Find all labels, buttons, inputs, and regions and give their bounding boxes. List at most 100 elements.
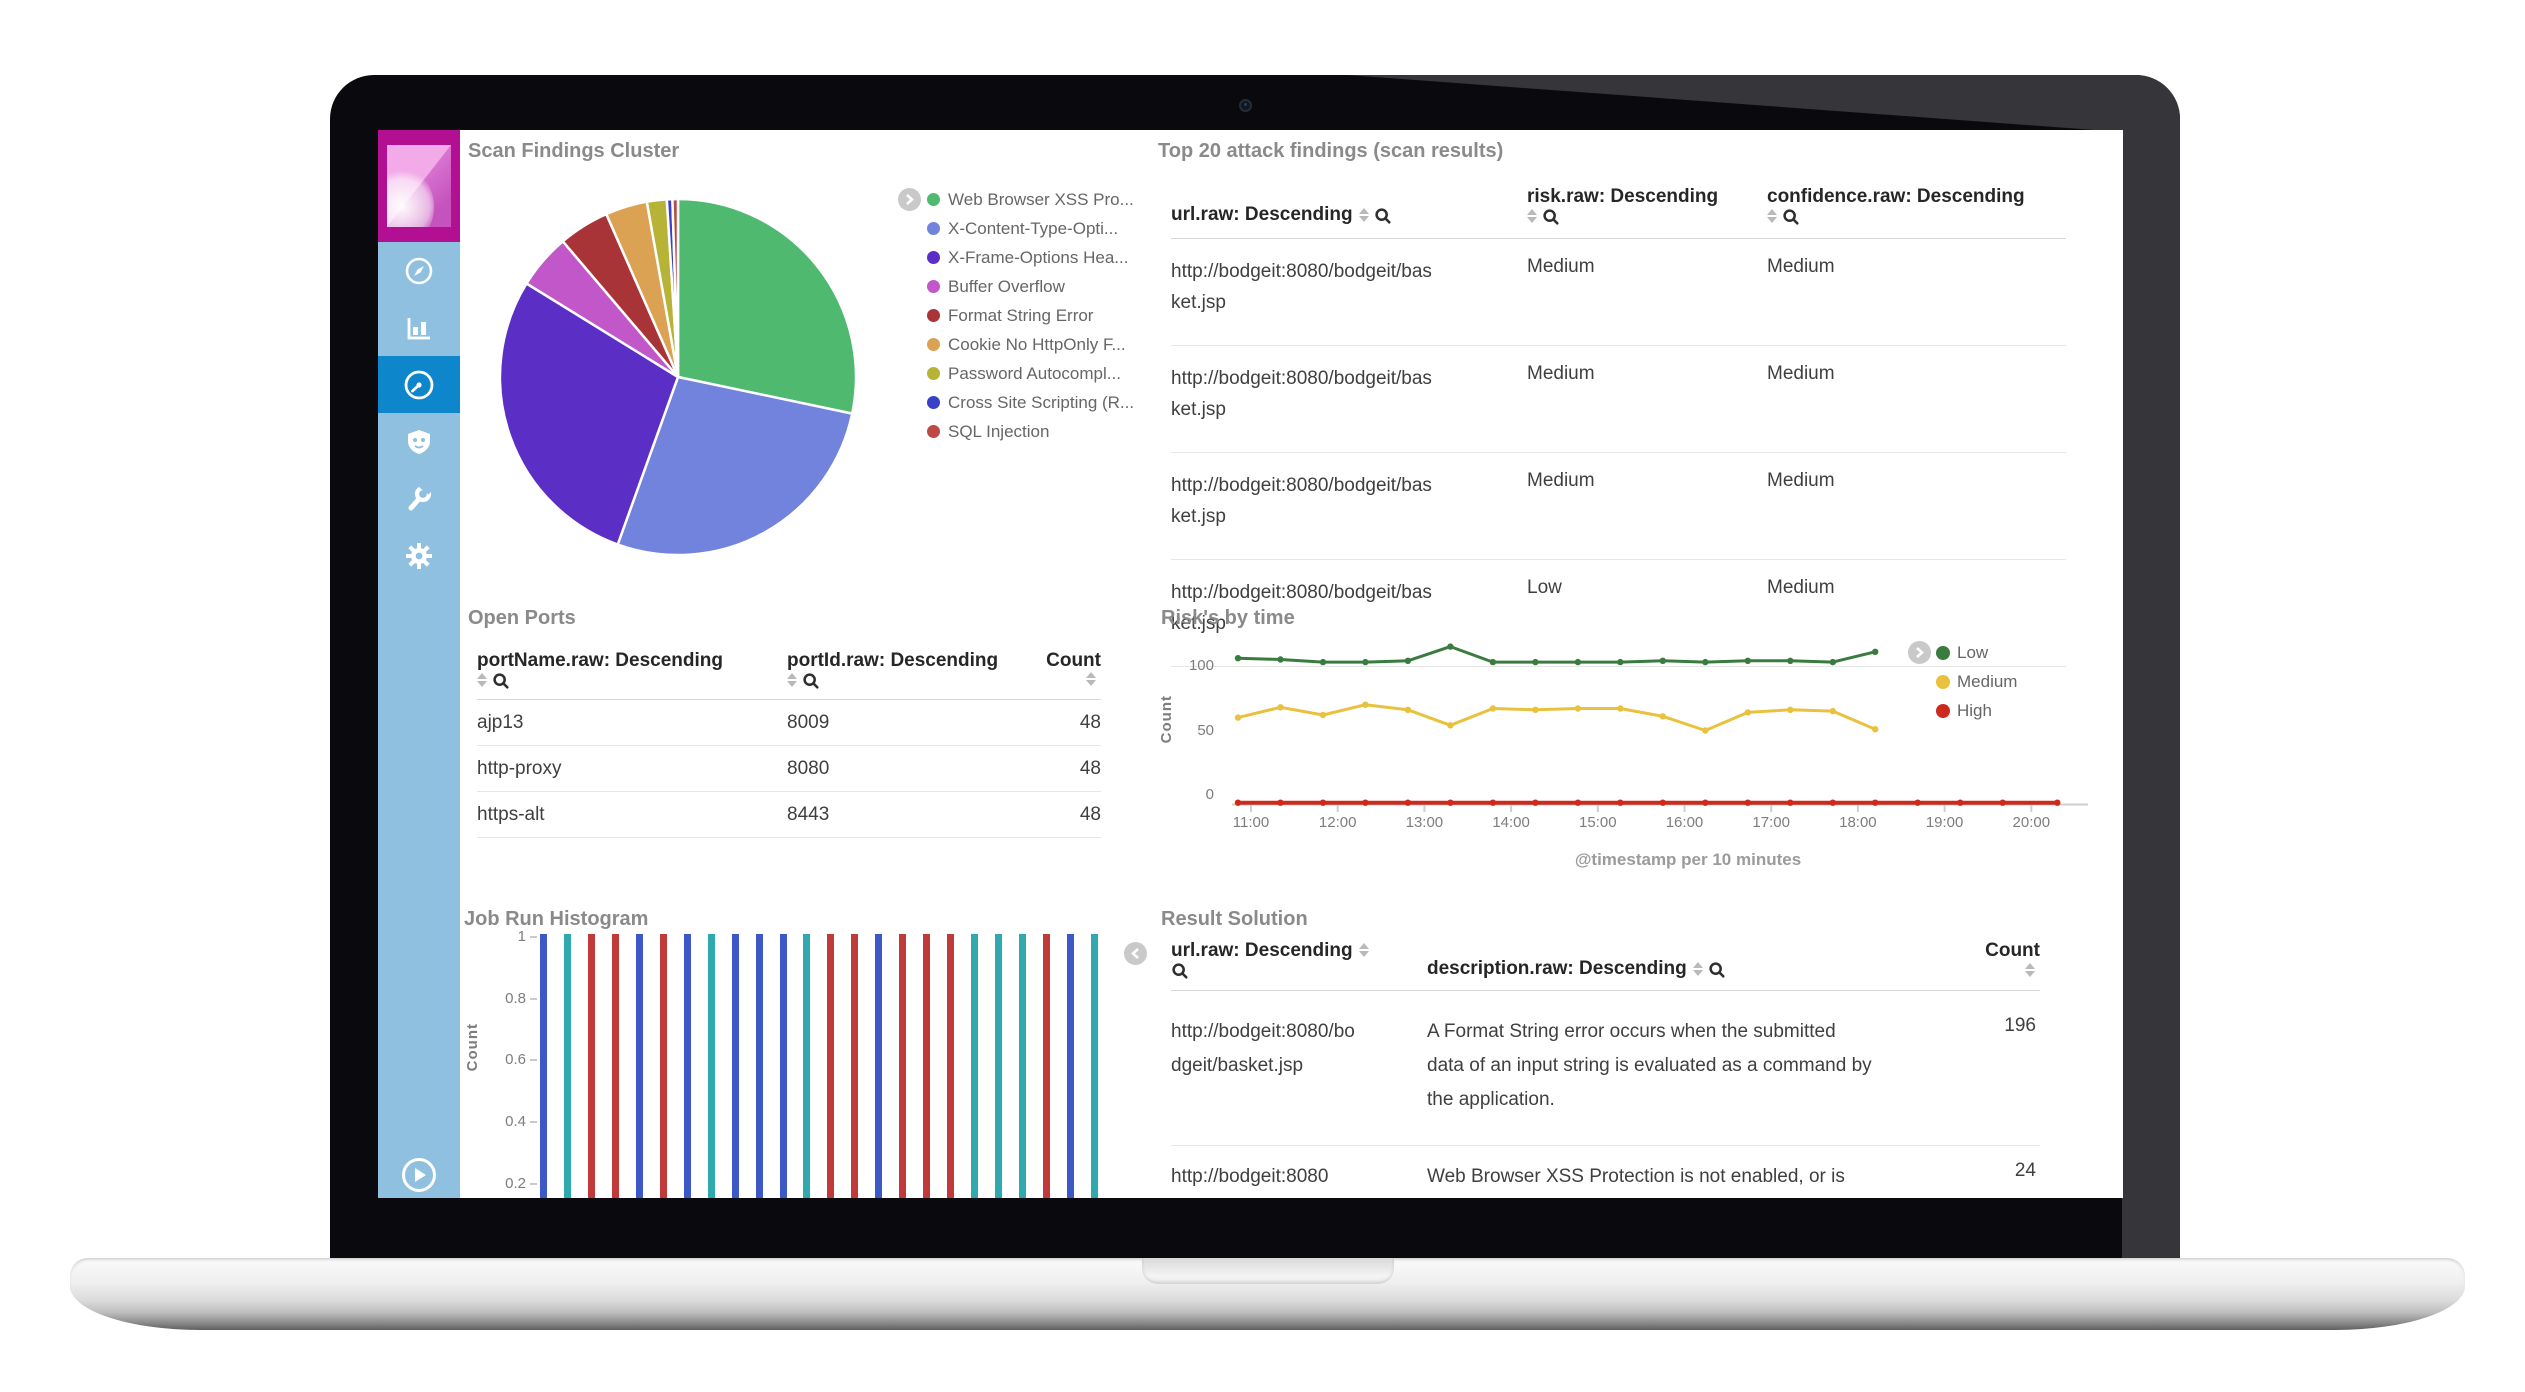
histogram-bar[interactable] — [540, 934, 547, 1198]
legend-toggle-chevron-icon[interactable] — [898, 188, 921, 211]
sidebar-item-settings[interactable] — [378, 527, 460, 584]
histogram-bar[interactable] — [1066, 934, 1074, 1198]
histogram-bar[interactable] — [635, 934, 643, 1198]
sort-icon[interactable] — [1086, 672, 1096, 687]
scan-findings-pie-chart[interactable] — [496, 195, 860, 559]
legend-item[interactable]: X-Frame-Options Hea... — [927, 243, 1134, 272]
bar-chart-icon — [407, 317, 430, 339]
column-header-count[interactable]: Count — [1009, 650, 1101, 690]
legend-dot — [927, 396, 940, 409]
pie-legend: Web Browser XSS Pro... X-Content-Type-Op… — [927, 185, 1134, 446]
sort-icon[interactable] — [787, 672, 797, 687]
histogram-bar[interactable] — [851, 934, 859, 1198]
magnifier-icon[interactable] — [802, 672, 820, 690]
kibana-logo[interactable] — [378, 130, 460, 242]
sidebar-item-tools[interactable] — [378, 470, 460, 527]
legend-item[interactable]: Cookie No HttpOnly F... — [927, 330, 1134, 359]
x-axis-tick: 15:00 — [1579, 814, 1617, 831]
histogram-bar[interactable] — [995, 934, 1003, 1198]
magnifier-icon[interactable] — [1171, 962, 1189, 980]
histogram-bar[interactable] — [755, 934, 763, 1198]
histogram-bar[interactable] — [875, 934, 883, 1198]
x-axis-tick: 13:00 — [1405, 814, 1444, 831]
histogram-bar[interactable] — [899, 934, 907, 1198]
sidebar-expand-button[interactable] — [402, 1158, 436, 1192]
magnifier-icon[interactable] — [492, 672, 510, 690]
column-header-risk[interactable]: risk.raw: Descending — [1527, 186, 1767, 226]
histogram-bar[interactable] — [827, 934, 835, 1198]
legend-item[interactable]: Format String Error — [927, 301, 1134, 330]
table-row: http-proxy 8080 48 — [477, 746, 1101, 793]
histogram-bar[interactable] — [1019, 934, 1027, 1198]
legend-dot — [927, 425, 940, 438]
table-row: http://bodgeit:8080/bodgeit/basket.jsp L… — [1171, 560, 2066, 668]
column-header-count[interactable]: Count — [1897, 940, 2040, 980]
job-run-histogram-title: Job Run Histogram — [464, 908, 649, 930]
histogram-bar[interactable] — [1043, 934, 1051, 1198]
x-axis-tick: 14:00 — [1492, 814, 1530, 831]
sort-icon[interactable] — [1527, 208, 1537, 223]
histogram-bar[interactable] — [971, 934, 979, 1198]
y-axis-tick: 50 — [1197, 722, 1214, 739]
table-row: http://bodgeit:8080/bodgeit/basket.jsp A… — [1171, 991, 2040, 1147]
column-header-description[interactable]: description.raw: Descending — [1427, 940, 1897, 980]
legend-item[interactable]: Web Browser XSS Pro... — [927, 185, 1134, 214]
histogram-bar[interactable] — [707, 934, 715, 1198]
sort-icon[interactable] — [1692, 961, 1703, 976]
sort-icon[interactable] — [2025, 962, 2035, 977]
column-header-port-id[interactable]: portId.raw: Descending — [787, 650, 1009, 690]
histogram-bar[interactable] — [923, 934, 931, 1198]
histogram-bar[interactable] — [611, 934, 619, 1198]
histogram-bar[interactable] — [779, 934, 787, 1198]
magnifier-icon[interactable] — [1374, 207, 1392, 225]
histogram-bar[interactable] — [947, 934, 955, 1198]
sidebar-item-discover[interactable] — [378, 242, 460, 299]
legend-toggle-chevron-icon[interactable] — [1908, 641, 1931, 664]
magnifier-icon[interactable] — [1782, 208, 1800, 226]
legend-item[interactable]: Buffer Overflow — [927, 272, 1134, 301]
risks-by-time-title: Risk's by time — [1161, 607, 1295, 629]
table-row: http://bodgeit:8080 Web Browser XSS Prot… — [1171, 1160, 2036, 1188]
sort-icon[interactable] — [1358, 943, 1369, 958]
y-axis-tick: 0.2 — [505, 1175, 526, 1192]
sidebar-item-visualize[interactable] — [378, 299, 460, 356]
histogram-bar[interactable] — [587, 934, 595, 1198]
sort-icon[interactable] — [1767, 208, 1777, 223]
sidebar-item-dashboard[interactable] — [378, 356, 460, 413]
legend-item[interactable]: High — [1936, 696, 2017, 725]
top20-table: url.raw: Descending risk.raw: Descending… — [1171, 186, 2066, 668]
legend-item[interactable]: Cross Site Scripting (R... — [927, 388, 1134, 417]
legend-item[interactable]: SQL Injection — [927, 417, 1134, 446]
legend-item[interactable]: Medium — [1936, 667, 2017, 696]
y-axis-tick: 0.4 — [505, 1113, 526, 1130]
column-header-confidence[interactable]: confidence.raw: Descending — [1767, 186, 2066, 226]
sidebar-item-security-badge[interactable] — [378, 413, 460, 470]
histogram-bar[interactable] — [659, 934, 667, 1198]
x-axis-tick: 17:00 — [1752, 814, 1790, 831]
legend-item[interactable]: Password Autocompl... — [927, 359, 1134, 388]
compass-icon — [405, 257, 433, 284]
column-header-url[interactable]: url.raw: Descending — [1171, 186, 1527, 226]
histogram-bar[interactable] — [683, 934, 691, 1198]
histogram-bars[interactable] — [540, 934, 1098, 1198]
x-axis-tick: 20:00 — [2012, 814, 2051, 831]
sort-icon[interactable] — [477, 672, 487, 687]
magnifier-icon[interactable] — [1542, 208, 1560, 226]
magnifier-icon[interactable] — [1708, 961, 1726, 979]
column-header-url[interactable]: url.raw: Descending — [1171, 940, 1427, 980]
histogram-bar[interactable] — [1090, 934, 1098, 1198]
column-header-port-name[interactable]: portName.raw: Descending — [477, 650, 787, 690]
legend-item[interactable]: Low — [1936, 638, 2017, 667]
laptop-frame: Scan Findings Cluster Web Browser XSS Pr… — [330, 75, 2180, 1258]
y-axis-tick: 0 — [1205, 786, 1214, 803]
histogram-bar[interactable] — [731, 934, 739, 1198]
x-axis-label: @timestamp per 10 minutes — [1574, 850, 1802, 869]
sort-icon[interactable] — [1358, 207, 1369, 222]
legend-item[interactable]: X-Content-Type-Opti... — [927, 214, 1134, 243]
panel-collapse-chevron-icon[interactable] — [1124, 942, 1147, 965]
badge-icon — [408, 429, 430, 454]
x-axis-tick: 18:00 — [1839, 814, 1877, 831]
line-chart-plot[interactable] — [1216, 635, 2106, 821]
histogram-bar[interactable] — [803, 934, 811, 1198]
histogram-bar[interactable] — [563, 934, 571, 1198]
